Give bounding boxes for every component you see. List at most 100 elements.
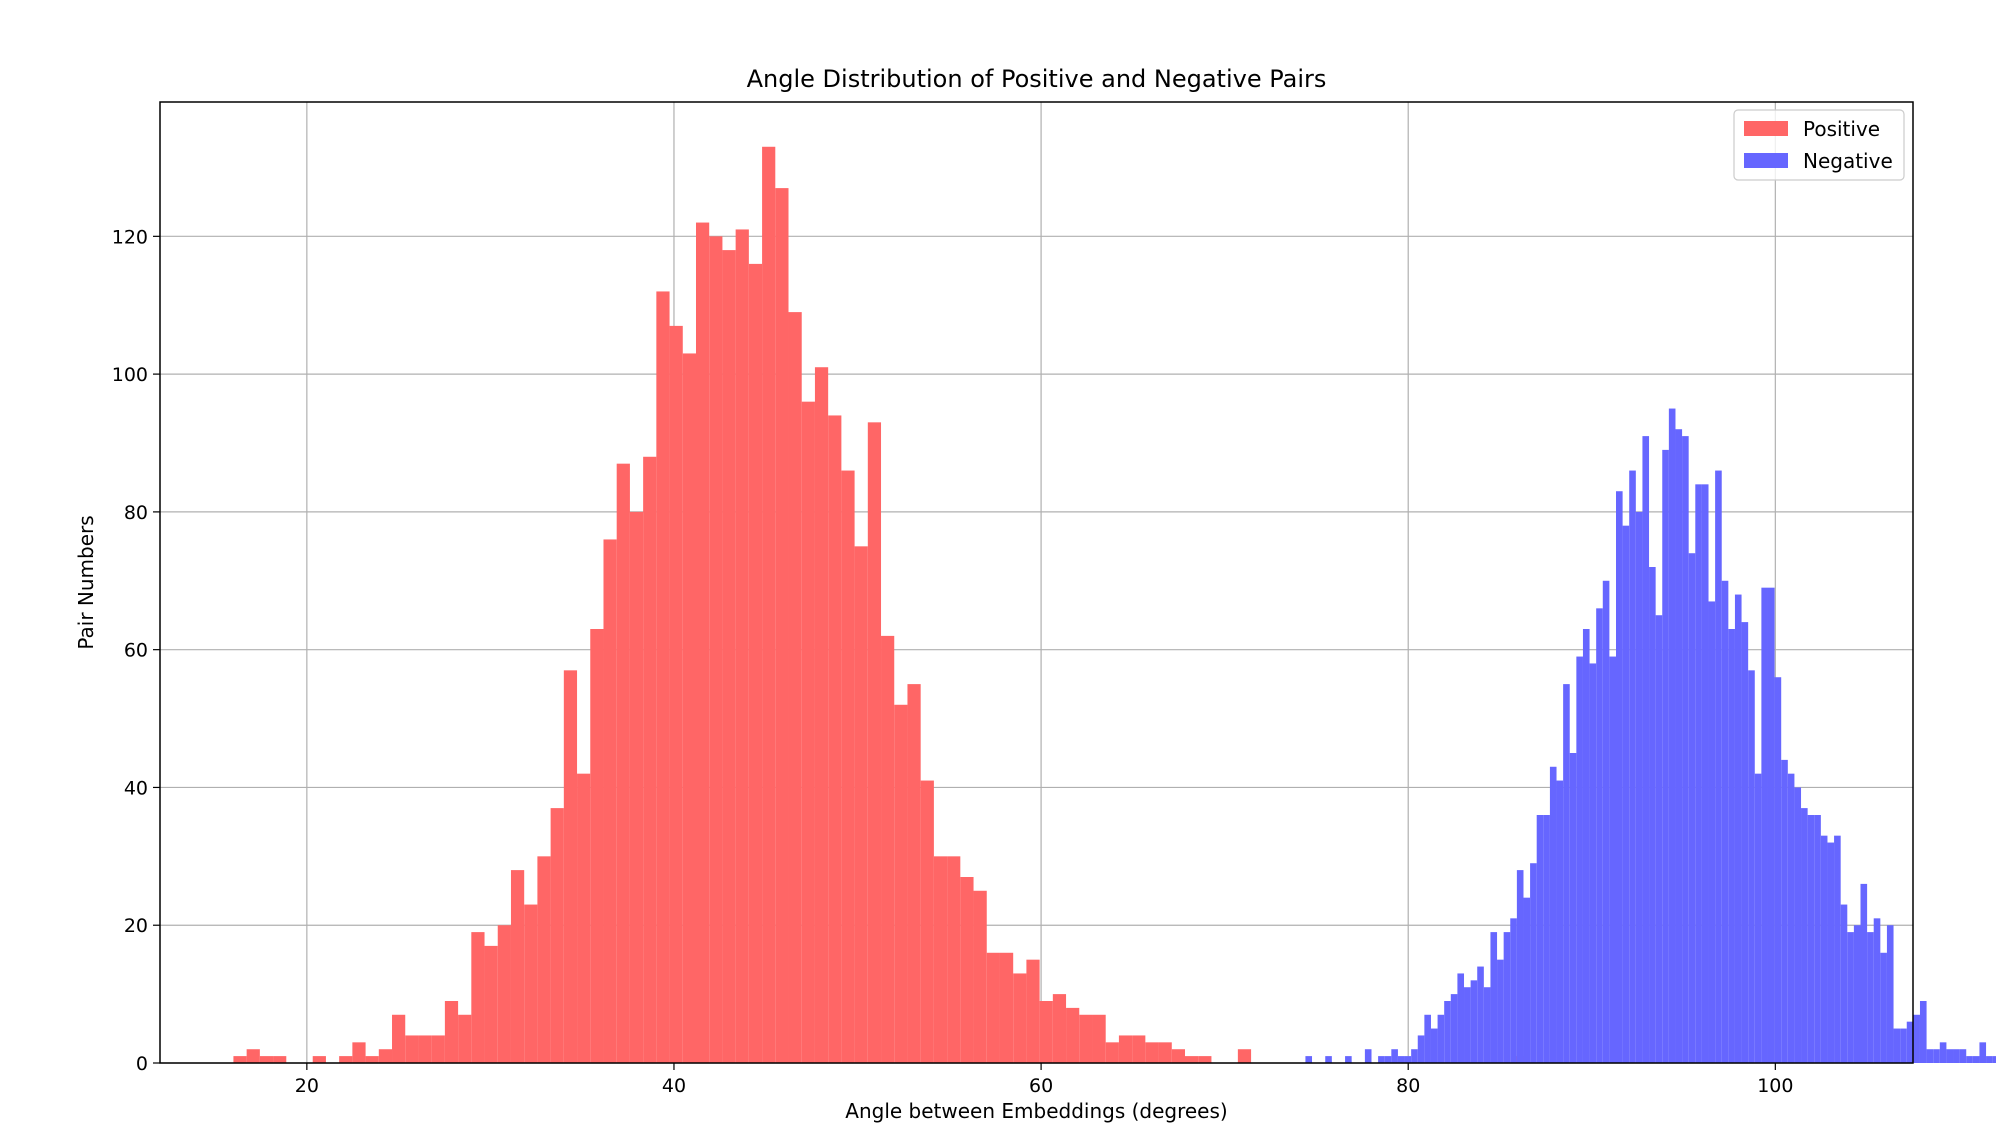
x-tick-label: 80: [1396, 1075, 1420, 1097]
bar-positive: [616, 463, 630, 1064]
bar-negative: [1576, 656, 1583, 1063]
bar-negative: [1734, 594, 1742, 1063]
legend-swatch-positive: [1744, 121, 1788, 136]
bar-negative: [1946, 1049, 1954, 1063]
bar-negative: [1919, 1001, 1927, 1063]
bar-negative: [1589, 663, 1597, 1063]
bar-positive: [352, 1042, 366, 1063]
bar-negative: [1629, 470, 1636, 1063]
bar-negative: [1384, 1056, 1392, 1063]
bar-positive: [339, 1056, 353, 1063]
bar-negative: [1992, 1056, 1996, 1063]
bar-negative: [1781, 759, 1788, 1063]
x-tick-label: 100: [1757, 1075, 1793, 1097]
bar-negative: [1569, 753, 1577, 1063]
bar-negative: [1364, 1049, 1372, 1063]
bar-positive: [1079, 1014, 1093, 1063]
histogram-bars: [233, 146, 1996, 1064]
bar-negative: [1470, 980, 1478, 1063]
bar-positive: [524, 904, 538, 1063]
y-tick-label: 0: [136, 1053, 148, 1075]
bar-positive: [233, 1056, 247, 1063]
bar-positive: [1185, 1056, 1199, 1063]
bar-positive: [960, 877, 974, 1063]
bar-negative: [1464, 987, 1471, 1063]
bar-negative: [1754, 773, 1762, 1063]
bar-negative: [1834, 835, 1841, 1063]
bar-negative: [1675, 429, 1683, 1063]
bar-positive: [629, 511, 644, 1063]
plot-frame: [159, 101, 1914, 1064]
bar-negative: [1913, 1014, 1920, 1063]
bar-positive: [695, 222, 710, 1064]
bar-negative: [1873, 918, 1881, 1063]
bar-positive: [1132, 1035, 1146, 1063]
bar-positive: [709, 236, 723, 1064]
bar-negative: [1325, 1056, 1332, 1063]
bar-negative: [1457, 973, 1465, 1063]
series-negative: [1305, 408, 1996, 1064]
legend-label-negative: Negative: [1803, 149, 1893, 173]
bar-positive: [643, 456, 657, 1063]
bar-negative: [1767, 587, 1775, 1063]
bar-negative: [1926, 1049, 1934, 1063]
bar-negative: [1701, 484, 1709, 1063]
legend-swatch-negative: [1744, 153, 1788, 168]
bar-negative: [1543, 815, 1550, 1063]
bar-negative: [1682, 436, 1689, 1064]
bar-negative: [1820, 835, 1828, 1063]
bar-positive: [947, 856, 961, 1063]
bar-negative: [1715, 470, 1722, 1063]
bar-positive: [444, 1001, 459, 1063]
bar-positive: [458, 1014, 472, 1063]
bar-negative: [1536, 815, 1544, 1063]
bar-positive: [1198, 1056, 1212, 1063]
bar-positive: [735, 229, 749, 1063]
bar-negative: [1801, 808, 1808, 1063]
bar-positive: [867, 422, 882, 1063]
bar-negative: [1378, 1056, 1385, 1063]
axis-ticks: 20 40 60 80 100 0 20 40 60 80 100 120: [112, 226, 1794, 1097]
bar-positive: [907, 684, 921, 1063]
bar-positive: [405, 1035, 419, 1063]
bar-positive: [841, 470, 855, 1063]
bar-negative: [1582, 629, 1590, 1063]
bar-negative: [1900, 1028, 1907, 1063]
bar-positive: [748, 263, 763, 1063]
bar-negative: [1549, 766, 1557, 1063]
bar-positive: [603, 539, 617, 1063]
x-tick-label: 20: [295, 1075, 319, 1097]
bar-negative: [1503, 932, 1511, 1063]
bar-negative: [1688, 553, 1696, 1063]
bar-positive: [762, 146, 776, 1063]
bar-positive: [682, 353, 696, 1063]
bar-positive: [973, 890, 987, 1063]
bar-positive: [1052, 994, 1067, 1063]
bar-negative: [1695, 484, 1702, 1063]
bar-negative: [1655, 615, 1663, 1063]
bar-positive: [814, 367, 829, 1063]
bar-negative: [1972, 1056, 1980, 1063]
bar-negative: [1933, 1049, 1940, 1063]
bar-negative: [1404, 1056, 1412, 1063]
bar-positive: [986, 952, 1000, 1063]
bar-positive: [1237, 1049, 1252, 1063]
legend-label-positive: Positive: [1803, 117, 1880, 141]
bar-negative: [1477, 966, 1484, 1063]
bar-positive: [828, 415, 842, 1063]
bar-negative: [1668, 408, 1676, 1063]
bar-negative: [1662, 449, 1669, 1063]
bar-negative: [1807, 815, 1815, 1063]
bar-positive: [788, 312, 802, 1064]
bar-positive: [656, 291, 670, 1063]
bar-negative: [1305, 1056, 1313, 1063]
bar-positive: [392, 1014, 406, 1063]
bar-positive: [1026, 959, 1040, 1063]
bar-negative: [1345, 1056, 1352, 1063]
x-tick-label: 40: [662, 1075, 686, 1097]
bar-negative: [1794, 787, 1802, 1063]
bar-negative: [1748, 670, 1755, 1063]
legend: Positive Negative: [1733, 109, 1905, 181]
bar-positive: [273, 1056, 287, 1063]
